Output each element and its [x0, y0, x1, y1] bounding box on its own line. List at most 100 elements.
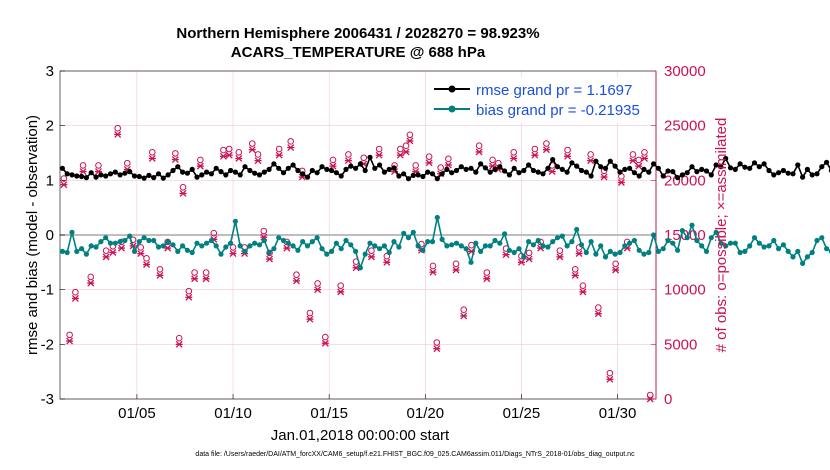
- bias-point: [804, 254, 811, 260]
- rmse-point: [550, 157, 556, 163]
- obs-assimilated-marker: [66, 337, 74, 345]
- obs-possible-marker: [60, 175, 68, 182]
- rmse-point: [98, 172, 104, 178]
- bias-point: [381, 243, 387, 249]
- rmse-point: [261, 169, 267, 175]
- rmse-point: [184, 170, 190, 176]
- obs-possible-marker: [587, 151, 594, 158]
- obs-possible-marker: [402, 142, 410, 150]
- rmse-point: [362, 167, 368, 174]
- rmse-point: [79, 173, 85, 180]
- rmse-point: [74, 173, 80, 179]
- obs-assimilated-marker: [502, 251, 510, 259]
- obs-assimilated-marker: [510, 155, 518, 162]
- rmse-point: [170, 167, 176, 174]
- obs-assimilated-marker: [606, 375, 614, 383]
- bias-point: [651, 232, 657, 238]
- bias-point: [93, 244, 99, 250]
- rmse-point: [439, 171, 445, 177]
- obs-assimilated-marker: [337, 288, 345, 296]
- bias-point: [554, 235, 561, 241]
- bias-point: [74, 248, 80, 254]
- obs-possible-marker: [406, 131, 414, 139]
- bias-point: [237, 243, 243, 249]
- bias-point: [761, 244, 767, 250]
- legend: rmse grand pr = 1.1697 bias grand pr = -…: [430, 77, 646, 123]
- obs-possible-marker: [275, 145, 283, 153]
- rmse-point: [141, 175, 147, 181]
- rmse-point: [670, 169, 676, 175]
- bias-point: [64, 249, 70, 256]
- obs-assimilated-marker: [367, 253, 375, 261]
- obs-possible-marker: [287, 138, 295, 145]
- rmse-point: [175, 164, 181, 170]
- bias-point: [276, 235, 282, 241]
- obs-possible-marker: [191, 269, 198, 276]
- obs-possible-marker: [437, 164, 444, 171]
- y-left-tick-label: 1: [46, 172, 54, 189]
- bias-point: [814, 237, 820, 244]
- legend-rmse-label: rmse grand pr = 1.1697: [476, 82, 632, 99]
- bias-point: [136, 239, 142, 245]
- rmse-point: [189, 166, 195, 172]
- bias-point: [386, 249, 392, 256]
- obs-assimilated-marker: [196, 162, 204, 170]
- bias-point: [266, 249, 272, 256]
- obs-possible-marker: [510, 148, 518, 156]
- bias-point: [790, 254, 796, 260]
- obs-assimilated-marker: [525, 255, 533, 263]
- rmse-point: [295, 167, 301, 174]
- bias-point: [689, 222, 695, 228]
- bias-point: [285, 240, 291, 246]
- obs-assimilated-marker: [635, 162, 643, 170]
- y-right-tick-label: 30000: [664, 63, 706, 80]
- rmse-point: [718, 164, 724, 170]
- bias-point: [343, 237, 349, 244]
- rmse-point: [506, 172, 512, 178]
- obs-possible-marker: [260, 227, 268, 235]
- rmse-point: [405, 176, 412, 182]
- rmse-point: [59, 165, 65, 171]
- rmse-point: [131, 173, 138, 179]
- obs-possible-marker: [148, 148, 156, 156]
- rmse-point: [160, 175, 166, 181]
- obs-assimilated-marker: [202, 275, 210, 283]
- rmse-point: [804, 166, 811, 172]
- obs-possible-marker: [531, 145, 539, 153]
- rmse-point: [228, 167, 234, 174]
- obs-assimilated-marker: [109, 249, 117, 256]
- bias-point: [415, 243, 421, 249]
- rmse-point: [646, 169, 652, 175]
- obs-possible-marker: [175, 334, 183, 342]
- y-axis-left-label: rmse and bias (model - observation): [24, 115, 41, 355]
- obs-possible-marker: [329, 156, 337, 164]
- bias-point: [727, 240, 734, 246]
- rmse-point: [756, 164, 762, 170]
- rmse-point: [285, 165, 291, 171]
- bias-point: [401, 230, 407, 236]
- obs-assimilated-marker: [542, 146, 550, 154]
- bias-point: [362, 251, 368, 257]
- obs-count-markers: [60, 124, 654, 403]
- rmse-point: [723, 155, 729, 162]
- bias-point: [300, 239, 306, 245]
- obs-assimilated-marker: [556, 253, 564, 261]
- obs-assimilated-marker: [292, 277, 300, 285]
- rmse-point: [329, 167, 335, 174]
- rmse-point: [761, 161, 767, 167]
- rmse-point: [795, 162, 801, 168]
- obs-possible-marker: [368, 247, 375, 254]
- obs-possible-marker: [641, 148, 648, 156]
- obs-possible-marker: [396, 145, 404, 153]
- rmse-point: [699, 166, 705, 172]
- obs-possible-marker: [202, 269, 210, 276]
- obs-assimilated-marker: [383, 258, 391, 266]
- rmse-point: [660, 173, 666, 179]
- chart-subtitle: ACARS_TEMPERATURE @ 688 hPa: [230, 44, 486, 61]
- bias-point: [713, 229, 719, 235]
- obs-assimilated-marker: [396, 151, 404, 159]
- obs-assimilated-marker: [483, 275, 491, 283]
- y-left-tick-label: -2: [41, 336, 54, 353]
- bias-point: [468, 259, 474, 265]
- bias-point: [550, 239, 556, 245]
